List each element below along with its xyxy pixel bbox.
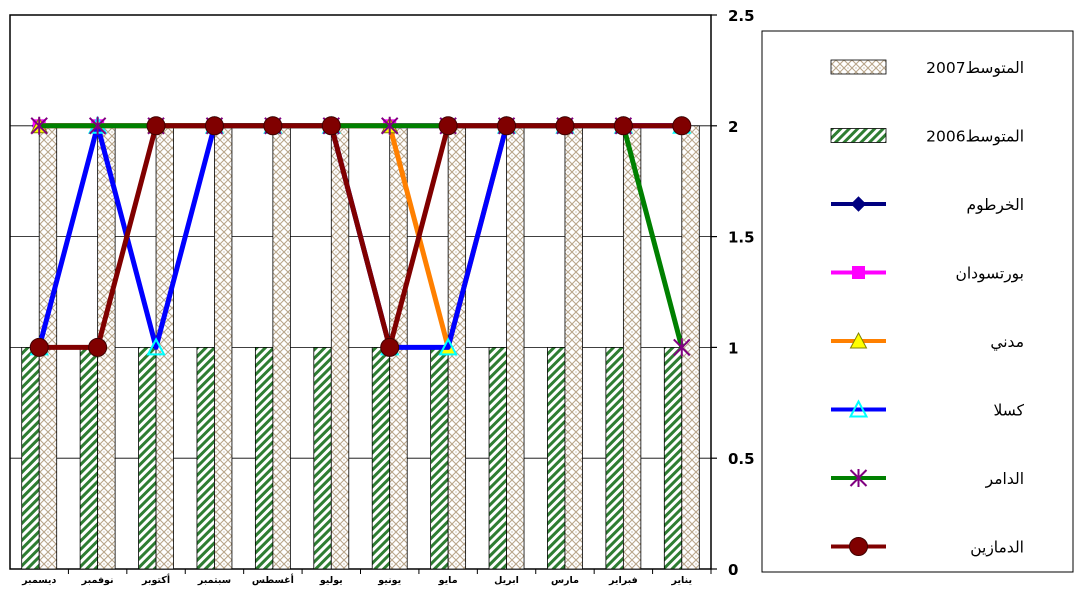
legend-items: المتوسط2007 المتوسط2006 الخرطوم بورتسودان مد… bbox=[830, 59, 1025, 557]
y-tick-label: 1 bbox=[728, 339, 738, 357]
bar-2007 bbox=[155, 125, 174, 570]
bar-2006 bbox=[196, 346, 215, 570]
x-tick-label: أغسطس bbox=[252, 573, 294, 586]
bar-2006 bbox=[430, 346, 449, 570]
bar-2006 bbox=[79, 346, 99, 570]
y-tick-label: 0 bbox=[728, 561, 738, 579]
marker-circle bbox=[380, 337, 400, 357]
bar-2007 bbox=[330, 125, 350, 570]
series-line bbox=[39, 123, 682, 350]
legend-item: مدني bbox=[831, 331, 1024, 352]
marker-circle bbox=[321, 116, 341, 136]
marker-diamond bbox=[850, 196, 867, 212]
marker-circle bbox=[263, 116, 283, 136]
legend-label: كسلا bbox=[994, 402, 1025, 420]
x-tick-label: مارس bbox=[551, 575, 579, 586]
bar-2006 bbox=[21, 346, 40, 570]
legend-label: الدامر bbox=[985, 470, 1024, 488]
marker-circle bbox=[88, 337, 108, 357]
bar-2007 bbox=[214, 125, 233, 570]
x-tick-label: ديسمبر bbox=[21, 575, 56, 586]
bar-2007 bbox=[506, 125, 525, 570]
marker-circle bbox=[204, 116, 224, 136]
marker-star bbox=[30, 116, 48, 135]
series-circle bbox=[29, 116, 692, 357]
x-tick-label: فبراير bbox=[608, 575, 638, 586]
marker-star bbox=[88, 116, 107, 135]
legend-box bbox=[761, 30, 1074, 573]
legend-swatch bbox=[830, 128, 887, 143]
marker-circle bbox=[146, 116, 166, 136]
x-tick-label: مايو bbox=[438, 575, 458, 586]
bar-2006 bbox=[663, 346, 683, 570]
legend-item: المتوسط2007 bbox=[830, 59, 1024, 77]
bar-2007 bbox=[681, 125, 700, 570]
marker-circle bbox=[672, 116, 692, 136]
marker-circle bbox=[613, 116, 633, 136]
x-tick-label: يناير bbox=[671, 575, 693, 586]
bar-2007 bbox=[564, 125, 583, 570]
x-tick-label: أكتوبر bbox=[141, 573, 170, 586]
legend-label: الخرطوم bbox=[966, 196, 1024, 214]
legend-item: الخرطوم bbox=[831, 196, 1024, 214]
legend-label: المتوسط2007 bbox=[926, 59, 1024, 77]
legend-label: مدني bbox=[990, 333, 1024, 352]
x-tick-label: ابريل bbox=[494, 575, 519, 586]
x-tick-label: سبتمبر bbox=[197, 575, 231, 586]
bar-2006 bbox=[605, 346, 624, 570]
bar-2007 bbox=[272, 125, 291, 570]
bar-2006 bbox=[138, 346, 157, 570]
marker-star bbox=[849, 469, 868, 487]
bar-2006 bbox=[547, 346, 566, 570]
y-tick-label: 2.5 bbox=[728, 7, 755, 25]
bar-2006 bbox=[371, 346, 391, 570]
marker-circle bbox=[438, 116, 458, 136]
plot-area bbox=[9, 14, 712, 570]
bar-2006 bbox=[488, 346, 507, 570]
marker-circle bbox=[29, 337, 49, 357]
y-tick-label: 2 bbox=[728, 118, 738, 136]
marker-circle bbox=[849, 537, 868, 556]
marker-circle bbox=[555, 116, 575, 136]
y-tick-label: 1.5 bbox=[728, 229, 755, 247]
legend-item: بورتسودان bbox=[831, 265, 1024, 283]
x-tick-label: يونيو bbox=[377, 575, 401, 586]
marker-triangle bbox=[849, 331, 868, 349]
x-tick-label: نوفمبر bbox=[81, 575, 114, 586]
marker-triangle-open bbox=[438, 337, 458, 356]
x-tick-label: يوليو bbox=[319, 575, 343, 586]
marker-star bbox=[381, 116, 399, 135]
bar-2007 bbox=[622, 125, 642, 570]
x-axis: يناير فبراير مارس ابريل مايو يونيو يوليو أغسطس س… bbox=[21, 569, 712, 586]
bar-2006 bbox=[313, 346, 332, 570]
marker-triangle-open bbox=[146, 337, 166, 356]
series-lines bbox=[29, 115, 692, 357]
bar-2006 bbox=[254, 346, 274, 570]
legend-item: كسلا bbox=[831, 399, 1025, 420]
marker-square bbox=[852, 266, 865, 279]
marker-star bbox=[673, 338, 691, 357]
legend-item: المتوسط2006 bbox=[830, 128, 1024, 146]
legend-label: المتوسط2006 bbox=[926, 128, 1024, 146]
legend-label: الدمازين bbox=[970, 539, 1024, 557]
legend-item: الدامر bbox=[831, 469, 1024, 488]
legend-swatch bbox=[830, 59, 887, 75]
marker-triangle-open bbox=[848, 399, 869, 418]
marker-circle bbox=[497, 116, 517, 136]
y-tick-label: 0.5 bbox=[728, 450, 755, 468]
bars bbox=[21, 125, 700, 570]
legend-item: الدمازين bbox=[831, 537, 1024, 557]
legend-label: بورتسودان bbox=[955, 265, 1024, 283]
legend: المتوسط2007 المتوسط2006 الخرطوم بورتسودان مد… bbox=[761, 30, 1074, 573]
y-axis: 0 0.5 1 1.5 2 2.5 bbox=[711, 7, 755, 579]
